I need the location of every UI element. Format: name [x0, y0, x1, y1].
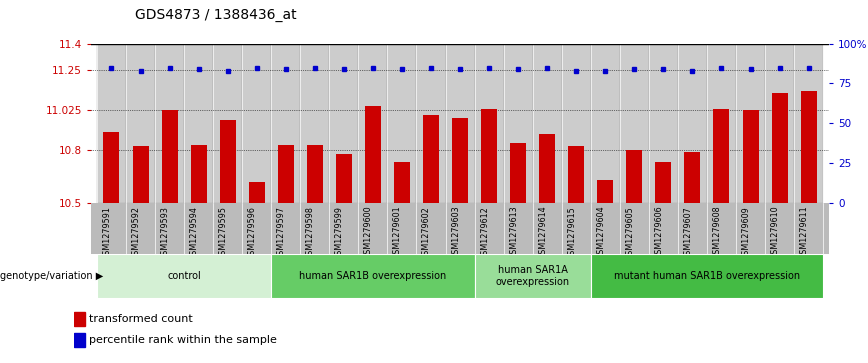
Bar	[242, 44, 271, 203]
Text: GSM1279614: GSM1279614	[538, 206, 547, 260]
Text: GSM1279592: GSM1279592	[132, 206, 141, 260]
Text: GSM1279615: GSM1279615	[567, 206, 576, 260]
Bar	[685, 152, 700, 203]
Bar	[562, 44, 591, 203]
Bar	[452, 118, 468, 203]
Bar	[306, 145, 323, 203]
Text: genotype/variation ▶: genotype/variation ▶	[0, 271, 103, 281]
Bar	[707, 44, 736, 203]
Bar	[155, 44, 184, 203]
Bar	[794, 44, 823, 203]
Bar	[220, 120, 235, 203]
Bar	[300, 44, 329, 203]
Bar	[800, 91, 817, 203]
Text: GSM1279591: GSM1279591	[102, 206, 111, 260]
Text: GSM1279597: GSM1279597	[277, 206, 286, 260]
Bar	[475, 254, 591, 298]
Bar	[74, 333, 84, 347]
Bar	[271, 44, 300, 203]
Text: GSM1279601: GSM1279601	[393, 206, 402, 260]
Bar	[184, 44, 214, 203]
Bar	[445, 44, 475, 203]
Bar	[249, 182, 265, 203]
Bar	[772, 93, 787, 203]
Text: GSM1279599: GSM1279599	[335, 206, 344, 260]
Bar	[649, 44, 678, 203]
Bar	[161, 110, 178, 203]
Bar	[713, 109, 729, 203]
Text: GSM1279607: GSM1279607	[683, 206, 693, 260]
Bar	[271, 254, 475, 298]
Bar	[569, 147, 584, 203]
Bar	[423, 115, 439, 203]
Text: GSM1279603: GSM1279603	[451, 206, 460, 260]
Text: GSM1279600: GSM1279600	[364, 206, 373, 260]
Bar	[510, 143, 526, 203]
Bar	[336, 154, 352, 203]
Bar	[736, 44, 765, 203]
Bar	[214, 44, 242, 203]
Text: GSM1279608: GSM1279608	[713, 206, 721, 260]
Text: GSM1279594: GSM1279594	[189, 206, 199, 260]
Text: percentile rank within the sample: percentile rank within the sample	[89, 335, 277, 345]
Text: GSM1279596: GSM1279596	[247, 206, 257, 260]
Text: GSM1279602: GSM1279602	[422, 206, 431, 260]
Text: GSM1279595: GSM1279595	[219, 206, 227, 260]
Bar	[620, 44, 649, 203]
Bar	[591, 254, 823, 298]
Bar	[481, 109, 497, 203]
Text: GSM1279609: GSM1279609	[741, 206, 751, 260]
Bar	[191, 145, 207, 203]
Bar	[539, 134, 556, 203]
Text: GSM1279613: GSM1279613	[510, 206, 518, 260]
Bar	[627, 150, 642, 203]
Bar	[133, 147, 148, 203]
Bar	[74, 312, 84, 326]
Bar	[387, 44, 417, 203]
Bar	[475, 44, 503, 203]
Text: GSM1279598: GSM1279598	[306, 206, 315, 260]
Bar	[394, 163, 410, 203]
Text: GSM1279612: GSM1279612	[480, 206, 489, 260]
Text: GSM1279605: GSM1279605	[625, 206, 635, 260]
Text: GSM1279604: GSM1279604	[596, 206, 605, 260]
Text: GSM1279593: GSM1279593	[161, 206, 169, 260]
Bar	[765, 44, 794, 203]
Bar	[278, 145, 293, 203]
Text: GDS4873 / 1388436_at: GDS4873 / 1388436_at	[135, 8, 296, 22]
Bar	[126, 44, 155, 203]
Text: human SAR1A
overexpression: human SAR1A overexpression	[496, 265, 569, 287]
Bar	[365, 106, 381, 203]
Bar	[329, 44, 358, 203]
Text: transformed count: transformed count	[89, 314, 193, 324]
Bar	[591, 44, 620, 203]
Bar	[655, 163, 671, 203]
Bar	[97, 254, 271, 298]
Text: control: control	[168, 271, 201, 281]
Bar	[97, 44, 126, 203]
Text: GSM1279610: GSM1279610	[771, 206, 779, 260]
Bar	[678, 44, 707, 203]
Bar	[503, 44, 533, 203]
Text: mutant human SAR1B overexpression: mutant human SAR1B overexpression	[614, 271, 800, 281]
Bar	[358, 44, 387, 203]
Bar	[597, 180, 614, 203]
Bar	[103, 132, 120, 203]
Text: GSM1279611: GSM1279611	[799, 206, 809, 260]
Bar	[417, 44, 445, 203]
Bar	[742, 110, 759, 203]
Bar	[533, 44, 562, 203]
Text: human SAR1B overexpression: human SAR1B overexpression	[299, 271, 446, 281]
Text: GSM1279606: GSM1279606	[654, 206, 663, 260]
